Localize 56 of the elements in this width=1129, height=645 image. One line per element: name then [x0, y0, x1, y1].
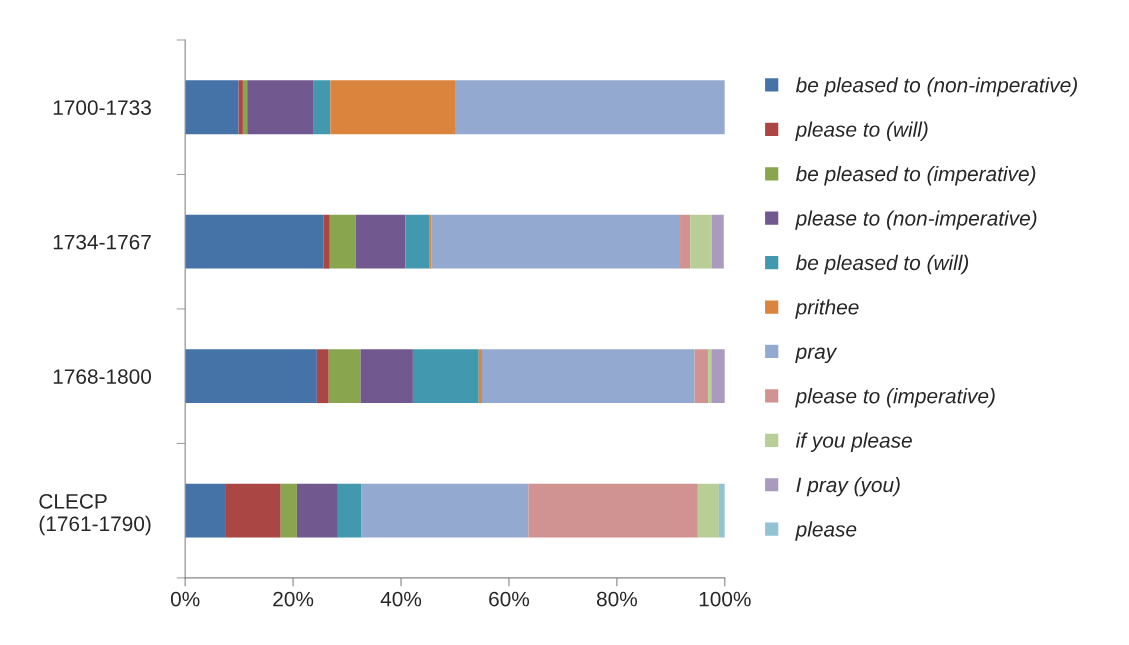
- bar: [355, 214, 406, 269]
- legend-label: be pleased to (non-imperative): [795, 77, 1077, 97]
- bar: [405, 214, 430, 269]
- bar: [481, 349, 695, 404]
- legend-label: if you please: [795, 432, 912, 452]
- bar: [238, 80, 243, 135]
- bar: [242, 80, 248, 135]
- bar: [528, 483, 698, 538]
- legend-label: be pleased to (imperative): [795, 165, 1036, 186]
- bar: [412, 349, 479, 404]
- bar: [185, 80, 239, 135]
- bar: [711, 214, 724, 269]
- bar: [361, 483, 529, 538]
- x-tick-label: 40%: [380, 591, 422, 607]
- legend-label: please to (non-imperative): [795, 210, 1037, 230]
- bar: [316, 349, 329, 404]
- bar: [360, 349, 413, 404]
- bar: [313, 80, 331, 135]
- legend-label: pray: [795, 347, 838, 364]
- legend-label: please to (imperative): [795, 388, 995, 408]
- y-tick-label: 1700-1733: [53, 100, 151, 115]
- bar: [185, 483, 226, 538]
- bar: [280, 483, 297, 538]
- y-tick-label: CLECP (1761-1790): [39, 493, 151, 536]
- y-tick-label: 1768-1800: [53, 369, 152, 384]
- bar: [711, 349, 725, 404]
- bar: [690, 214, 712, 269]
- bar: [185, 349, 317, 404]
- legend-label: please to (will): [795, 121, 928, 141]
- bar: [454, 80, 725, 135]
- x-tick-label: 20%: [273, 591, 314, 607]
- bar: [225, 483, 281, 538]
- bar: [478, 349, 482, 404]
- bar: [323, 214, 330, 269]
- bar: [329, 214, 356, 269]
- bar: [680, 214, 691, 269]
- legend-label: I pray (you): [796, 476, 900, 497]
- legend-label: prithee: [795, 299, 859, 319]
- bar: [431, 214, 681, 269]
- x-tick-label: 100%: [699, 591, 751, 607]
- bar: [708, 349, 712, 404]
- bar: [247, 80, 314, 135]
- legend-label: please: [795, 521, 857, 541]
- bar: [185, 214, 324, 269]
- bar: [337, 483, 362, 538]
- x-tick-label: 80%: [596, 591, 637, 607]
- bar: [330, 80, 455, 135]
- bar: [694, 349, 709, 404]
- bar: [296, 483, 338, 538]
- x-tick-label: 0%: [170, 591, 200, 607]
- bar: [429, 214, 432, 269]
- x-tick-label: 60%: [489, 591, 530, 607]
- legend-label: be pleased to (will): [795, 254, 969, 275]
- bar: [697, 483, 719, 538]
- bar: [328, 349, 361, 404]
- y-tick-label: 1734-1767: [53, 234, 151, 250]
